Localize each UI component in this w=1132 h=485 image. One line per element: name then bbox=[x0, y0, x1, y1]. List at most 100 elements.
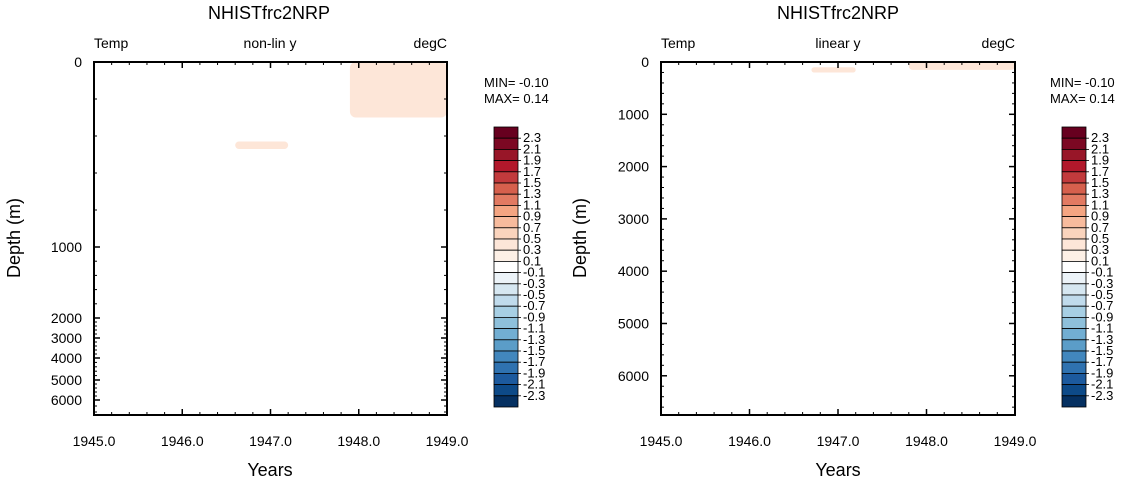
colorbar-swatch bbox=[1061, 126, 1087, 139]
colorbar-swatch bbox=[1061, 272, 1087, 285]
colorbar-label: 0.1 bbox=[1091, 253, 1109, 268]
left-xlabel: Years bbox=[247, 460, 292, 480]
colorbar-label: 1.1 bbox=[1091, 197, 1109, 212]
colorbar-label: -0.1 bbox=[1091, 265, 1113, 280]
y-tick-label: 4000 bbox=[618, 263, 649, 279]
colorbar-label: 2.1 bbox=[523, 141, 541, 156]
colorbar-label: 1.9 bbox=[523, 153, 541, 168]
colorbar-swatch bbox=[493, 283, 519, 296]
colorbar-label: -1.1 bbox=[523, 321, 545, 336]
x-tick-label: 1946.0 bbox=[161, 433, 204, 449]
y-tick-label: 2000 bbox=[618, 159, 649, 175]
colorbar-swatch bbox=[1061, 238, 1087, 251]
y-tick-label: 0 bbox=[74, 54, 82, 70]
colorbar-swatch bbox=[1061, 372, 1087, 385]
colorbar-swatch bbox=[1061, 171, 1087, 184]
colorbar-swatch bbox=[1061, 182, 1087, 195]
colorbar-swatch bbox=[493, 204, 519, 217]
colorbar-swatch bbox=[493, 395, 519, 408]
colorbar-label: 0.9 bbox=[523, 209, 541, 224]
colorbar-swatch bbox=[1061, 249, 1087, 262]
x-tick-label: 1945.0 bbox=[640, 433, 683, 449]
colorbar-label: -1.7 bbox=[523, 354, 545, 369]
colorbar-label: 2.3 bbox=[523, 130, 541, 145]
colorbar-swatch bbox=[493, 182, 519, 195]
right-ticks: 1945.0 1946.0 1947.0 1948.0 1949.0 0 1000 2000 3… bbox=[618, 54, 1037, 449]
filled-region-2 bbox=[908, 62, 1015, 70]
colorbar-label: -0.3 bbox=[1091, 276, 1113, 291]
left-min-label: MIN= -0.10 bbox=[484, 75, 549, 90]
colorbar-swatch bbox=[493, 193, 519, 206]
x-tick-label: 1949.0 bbox=[426, 433, 469, 449]
colorbar-swatch bbox=[1061, 260, 1087, 273]
colorbar-swatch bbox=[493, 137, 519, 150]
colorbar-label: 1.7 bbox=[523, 164, 541, 179]
right-center-label: linear y bbox=[815, 35, 860, 51]
y-tick-label: 3000 bbox=[618, 211, 649, 227]
colorbar-label: 0.9 bbox=[1091, 209, 1109, 224]
left-ticks: 1945.0 1946.0 1947.0 1948.0 1949.0 0 1000 2000 3… bbox=[51, 54, 469, 449]
y-tick-label: 5000 bbox=[51, 372, 82, 388]
colorbar-label: -2.1 bbox=[1091, 377, 1113, 392]
right-plot-frame bbox=[660, 61, 1016, 416]
filled-region-1 bbox=[811, 67, 856, 73]
colorbar-label: -1.3 bbox=[1091, 332, 1113, 347]
colorbar-swatch bbox=[493, 126, 519, 139]
colorbar-swatch bbox=[1061, 339, 1087, 352]
left-ylabel: Depth (m) bbox=[4, 198, 24, 278]
colorbar-swatch bbox=[493, 171, 519, 184]
colorbar-swatch bbox=[1061, 148, 1087, 161]
colorbar-swatch bbox=[493, 361, 519, 374]
colorbar-label: -0.7 bbox=[1091, 298, 1113, 313]
filled-region-2 bbox=[235, 141, 289, 149]
colorbar-label: -0.5 bbox=[523, 287, 545, 302]
colorbar-label: -2.3 bbox=[523, 388, 545, 403]
colorbar-swatch bbox=[1061, 361, 1087, 374]
right-filled-regions bbox=[811, 62, 1015, 73]
colorbar-label: -1.7 bbox=[1091, 354, 1113, 369]
left-panel: NHISTfrc2NRP Temp non-lin y degC 1945.0 1… bbox=[4, 3, 549, 480]
y-tick-label: 1000 bbox=[51, 239, 82, 255]
x-tick-label: 1948.0 bbox=[905, 433, 948, 449]
y-tick-label: 3000 bbox=[51, 330, 82, 346]
right-xlabel: Years bbox=[815, 460, 860, 480]
colorbar-swatch bbox=[493, 384, 519, 397]
colorbar-label: 1.9 bbox=[1091, 153, 1109, 168]
right-max-label: MAX= 0.14 bbox=[1050, 91, 1115, 106]
colorbar-swatch bbox=[1061, 305, 1087, 318]
colorbar-label: 0.1 bbox=[523, 253, 541, 268]
y-tick-label: 5000 bbox=[618, 315, 649, 331]
colorbar-label: 0.3 bbox=[1091, 242, 1109, 257]
left-max-label: MAX= 0.14 bbox=[484, 91, 549, 106]
x-tick-label: 1947.0 bbox=[249, 433, 292, 449]
colorbar-swatch bbox=[493, 160, 519, 173]
colorbar-label: 0.3 bbox=[523, 242, 541, 257]
y-tick-label: 6000 bbox=[618, 368, 649, 384]
colorbar-swatch bbox=[493, 238, 519, 251]
x-tick-label: 1948.0 bbox=[337, 433, 380, 449]
right-colorbar: 2.32.11.91.71.51.31.10.90.70.50.30.1-0.1… bbox=[1061, 126, 1113, 408]
colorbar-label: -0.1 bbox=[523, 265, 545, 280]
colorbar-swatch bbox=[1061, 316, 1087, 329]
x-tick-label: 1947.0 bbox=[817, 433, 860, 449]
colorbar-swatch bbox=[493, 305, 519, 318]
colorbar-swatch bbox=[1061, 350, 1087, 363]
colorbar-label: -1.3 bbox=[523, 332, 545, 347]
colorbar-swatch bbox=[493, 328, 519, 341]
x-tick-label: 1946.0 bbox=[728, 433, 771, 449]
colorbar-label: -2.3 bbox=[1091, 388, 1113, 403]
colorbar-swatch bbox=[493, 260, 519, 273]
colorbar-swatch bbox=[1061, 328, 1087, 341]
colorbar-label: -1.9 bbox=[523, 365, 545, 380]
colorbar-swatch bbox=[493, 294, 519, 307]
colorbar-swatch bbox=[493, 148, 519, 161]
colorbar-label: -2.1 bbox=[523, 377, 545, 392]
colorbar-label: -1.5 bbox=[523, 343, 545, 358]
left-colorbar: 2.32.11.91.71.51.31.10.90.70.50.30.1-0.1… bbox=[493, 126, 545, 408]
right-unit-label: degC bbox=[982, 35, 1015, 51]
colorbar-label: -0.3 bbox=[523, 276, 545, 291]
colorbar-label: -0.5 bbox=[1091, 287, 1113, 302]
colorbar-label: -1.9 bbox=[1091, 365, 1113, 380]
x-tick-label: 1945.0 bbox=[73, 433, 116, 449]
